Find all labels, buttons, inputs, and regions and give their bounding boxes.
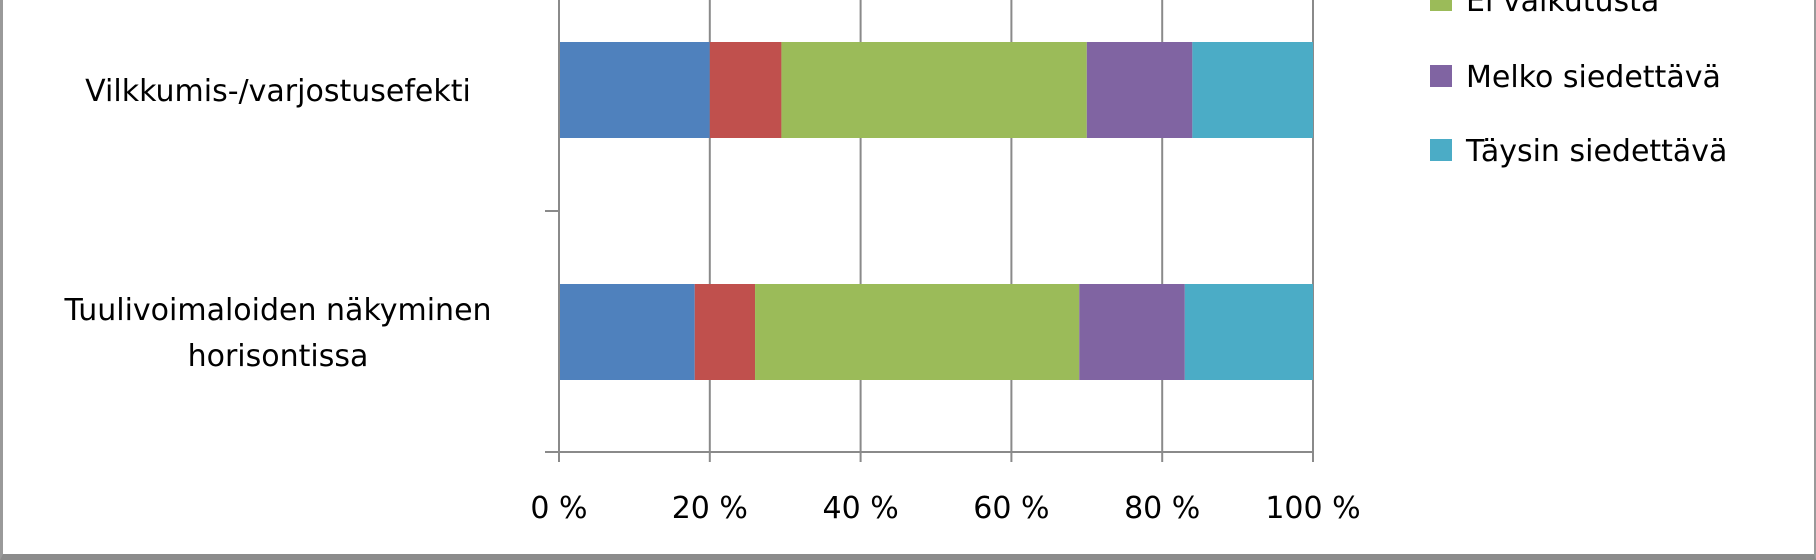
legend-swatch [1430, 139, 1452, 161]
x-tick-label: 60 % [973, 491, 1049, 526]
bar-segment [755, 284, 1080, 380]
x-tick-label: 100 % [1265, 491, 1360, 526]
legend: Ei vaikutusta Melko siedettävä Täysin sied… [1430, 0, 1727, 169]
bar-segment [694, 284, 756, 380]
bar-segment [1086, 42, 1193, 138]
category-label-line: horisontissa [187, 339, 369, 374]
bar-segment [781, 42, 1087, 138]
x-tick-label: 20 % [672, 491, 748, 526]
x-tick-label: 80 % [1124, 491, 1200, 526]
bar-segment [1184, 284, 1313, 380]
x-tick-labels: 0 % 20 % 40 % 60 % 80 % 100 % [530, 491, 1360, 526]
legend-label: Melko siedettävä [1466, 60, 1721, 95]
bar-segment [1079, 284, 1185, 380]
bar-segment [1192, 42, 1313, 138]
legend-label: Täysin siedettävä [1465, 134, 1727, 169]
x-tick-label: 40 % [822, 491, 898, 526]
category-label-line: Vilkkumis-/varjostusefekti [85, 74, 471, 109]
x-tick-label: 0 % [530, 491, 587, 526]
category-label-line: Tuulivoimaloiden näkyminen [64, 293, 492, 328]
legend-swatch [1430, 65, 1452, 87]
legend-swatch [1430, 0, 1452, 11]
bar-segment [559, 42, 710, 138]
bar-segment [559, 284, 695, 380]
category-label: Tuulivoimaloiden näkyminen horisontissa [13, 288, 543, 380]
bar-segments [559, 42, 1313, 380]
category-label: Vilkkumis-/varjostusefekti [13, 69, 543, 115]
bar-segment [709, 42, 782, 138]
legend-label: Ei vaikutusta [1466, 0, 1659, 19]
axes [545, 0, 1314, 462]
stacked-bar-chart: 0 % 20 % 40 % 60 % 80 % 100 % Ei vaikutusta Me… [530, 0, 1727, 526]
